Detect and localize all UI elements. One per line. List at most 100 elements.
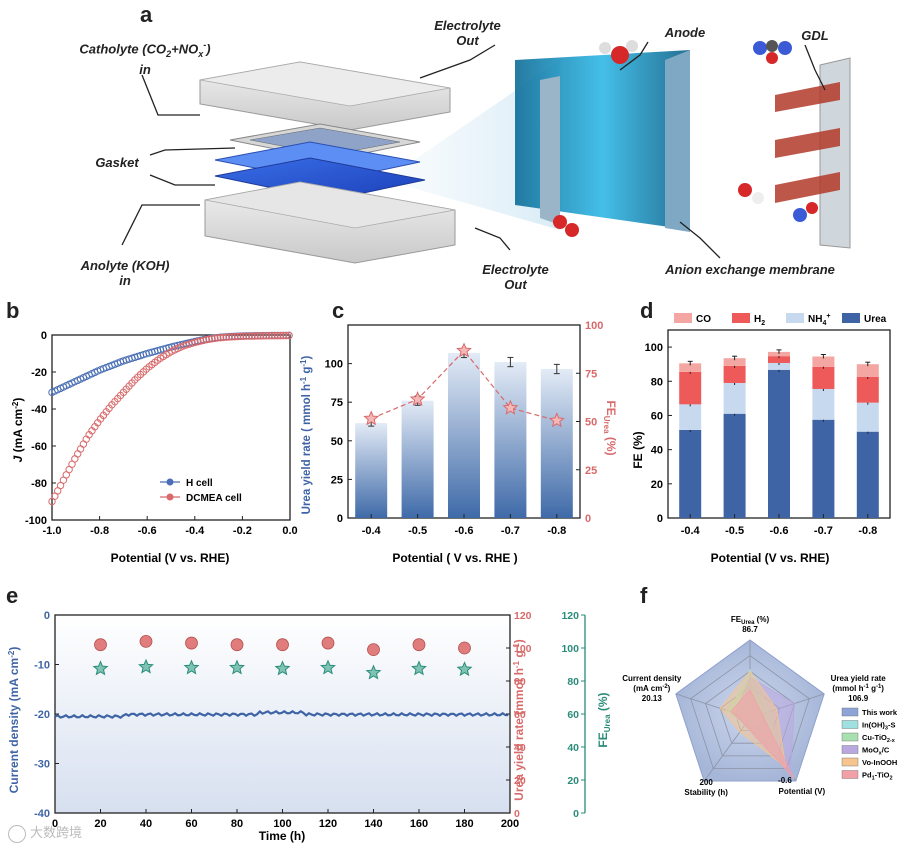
chart-b-point [265, 332, 273, 340]
chart-e-ytick-left-label: -20 [34, 709, 50, 721]
chart-e-ylabel-left: Current density (mA cm-2) [7, 647, 21, 794]
chart-e-yield-point [321, 636, 335, 650]
chart-e-yield-point [412, 638, 426, 652]
chart-e-fe-marker [411, 660, 427, 676]
chart-b-ytick-label: -20 [31, 367, 47, 379]
chart-b-point [231, 332, 239, 341]
chart-e-yield-point [458, 641, 471, 655]
chart-e-ytick-right-label: 60 [567, 709, 579, 721]
chart-e-ytick-right-label: 100 [561, 643, 579, 655]
chart-e-xtick-label: 80 [231, 818, 243, 830]
chart-f-axis-title: (mmol h-1 g-1) [832, 684, 884, 693]
chart-d-legend-swatch [674, 313, 692, 323]
electrolyte-out-top-label: Electrolyte Out [434, 18, 501, 48]
chart-f-axis-value: 106.9 [848, 694, 869, 703]
chart-d: FE (%) Potential (V vs. RHE) -0.4 -0.5 -0.… [631, 313, 891, 565]
catholyte-label: Catholyte (CO2+NOx-) in [79, 40, 211, 77]
chart-d-ylabel: FE (%) [631, 431, 645, 468]
chart-c-fe-line [370, 349, 557, 422]
chart-b-ytick-label: -40 [31, 404, 47, 416]
chart-d-bar-segment [768, 356, 790, 363]
chart-c-bar [401, 400, 434, 518]
chart-c-xtick-label: -0.5 [408, 525, 427, 537]
chart-e-yield-point [94, 638, 107, 652]
chart-f-axis-title: FEUrea (%) [731, 615, 770, 626]
panel-a-letter: a [140, 2, 153, 27]
chart-e-ytick-mid-label: 20 [514, 775, 526, 787]
panel-e-letter: e [6, 583, 19, 608]
chart-e-ylabel-right: FEUrea (%) [596, 692, 612, 747]
chart-d-xtick-label: -0.5 [725, 525, 744, 537]
chart-d-xtick-label: -0.4 [681, 525, 701, 537]
chart-e-fe-marker [92, 660, 109, 676]
chart-c-ytick-right-label: 0 [585, 513, 591, 525]
chart-b-xtick-label: 0.0 [282, 525, 297, 537]
panel-b-letter: b [6, 298, 20, 323]
chart-f-axis-title: Potential (V) [779, 787, 826, 796]
chart-e-ytick-mid-label: 80 [514, 676, 526, 688]
chart-e-ytick-left-label: -10 [34, 660, 50, 672]
chart-b-point [276, 331, 285, 340]
chart-c-xtick-label: -0.7 [501, 525, 520, 537]
chart-c-fe-marker [502, 399, 519, 415]
chart-e-yield-point [367, 643, 380, 657]
chart-b-point [245, 332, 253, 340]
chart-e-current-trace [54, 709, 509, 720]
chart-b-point [282, 331, 290, 340]
chart-c-ytick-left-label: 25 [331, 474, 343, 486]
chart-d-xtick-label: -0.8 [858, 525, 877, 537]
chart-b-xtick-label: -0.4 [185, 525, 205, 537]
panel-f-letter: f [640, 583, 648, 608]
chart-e-fe-marker [456, 661, 473, 677]
chart-c-bar [448, 352, 480, 518]
chart-b-point [228, 333, 236, 341]
chart-c-ytick-left-label: 0 [337, 513, 343, 525]
chart-b-point [219, 333, 228, 342]
chart-e-xtick-label: 40 [140, 818, 152, 830]
panel-c-letter: c [332, 298, 345, 323]
chart-b-point [222, 333, 230, 341]
chart-b-xtick-label: -0.2 [233, 525, 252, 537]
chart-d-bar-segment [768, 351, 790, 357]
chart-d-bar-segment [679, 404, 702, 430]
chart-c-fe-marker [456, 342, 472, 358]
chart-f-legend-label: In(OH)3-S [862, 721, 895, 732]
chart-e-ytick-right-label: 20 [567, 775, 579, 787]
chart-d-legend-swatch [842, 313, 860, 323]
chart-d-bar-segment [856, 364, 879, 377]
chart-b-point [213, 334, 222, 342]
chart-e-xlabel: Time (h) [259, 829, 305, 843]
chart-f-series-area [730, 689, 795, 779]
chart-e: Current density (mA cm-2) Urea yield rat… [7, 610, 612, 843]
chart-b-legend-marker [166, 493, 174, 501]
chart-c-ytick-left-label: 50 [331, 436, 343, 448]
chart-f-axis-title: (mA cm-2) [633, 684, 670, 693]
chart-e-ytick-right-label: 120 [561, 610, 579, 622]
chart-c-ytick-left-label: 75 [331, 397, 343, 409]
panel-a-schematic [121, 40, 851, 264]
chart-b-xtick-label: -0.6 [138, 525, 157, 537]
chart-d-ytick-label: 20 [651, 479, 663, 491]
chart-e-xtick-label: 160 [410, 818, 428, 830]
chart-b-series-0 [48, 331, 293, 397]
chart-d-bar-segment [723, 358, 746, 366]
chart-b-ytick-label: -60 [31, 441, 47, 453]
chart-d-bar-segment [812, 366, 835, 389]
gdl-label: GDL [801, 28, 829, 43]
chart-b-point [262, 332, 270, 340]
gasket-label: Gasket [95, 155, 139, 170]
chart-f-grid-ring [705, 670, 795, 757]
chart-f-legend-label: This work [862, 708, 898, 717]
chart-b-point [211, 334, 219, 343]
chart-f-legend-swatch [841, 757, 859, 767]
chart-e-ytick-mid-label: 0 [514, 808, 520, 820]
anolyte-label: Anolyte (KOH) in [80, 258, 170, 288]
chart-e-fe-marker [229, 659, 245, 675]
chart-b-frame [51, 334, 291, 521]
chart-d-legend-label: H2 [754, 314, 765, 327]
chart-d-ytick-label: 80 [651, 376, 663, 388]
chart-f-legend-label: Pd1-TiO2 [862, 771, 893, 782]
chart-c-bar [355, 423, 388, 518]
chart-e-fe-marker [274, 660, 291, 676]
chart-e-ytick-mid-label: 100 [514, 643, 532, 655]
